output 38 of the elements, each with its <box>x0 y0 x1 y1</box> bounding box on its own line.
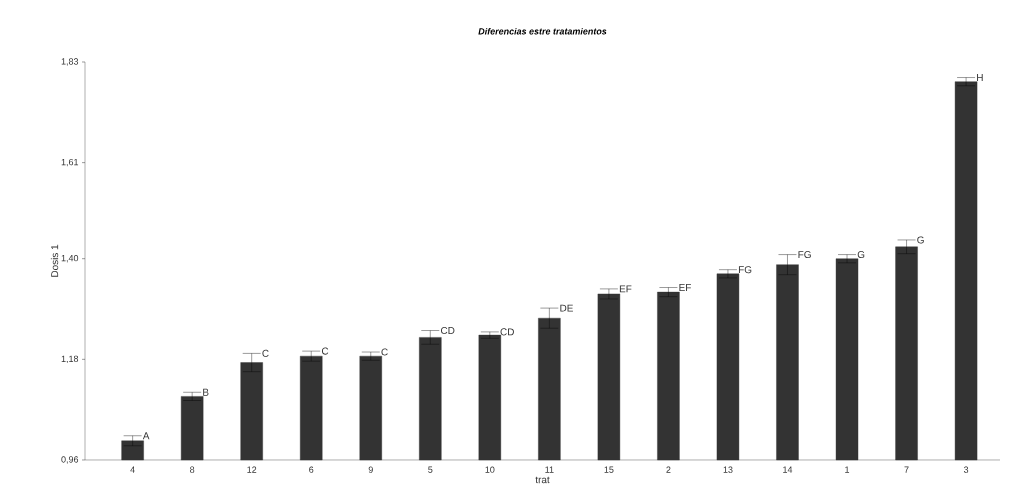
annotation: DE <box>560 304 573 312</box>
annotation: EF <box>619 285 632 293</box>
x-tick-label: 2 <box>666 466 671 473</box>
y-tick-label: 1,18 <box>61 355 79 364</box>
annotation: C <box>321 347 329 355</box>
y-tick-label: 1,83 <box>61 58 79 66</box>
x-tick-label: 15 <box>604 466 614 473</box>
x-tick-label: 13 <box>723 466 733 473</box>
annotation: CD <box>500 328 514 336</box>
x-tick-label: 1 <box>845 466 850 473</box>
annotation: FG <box>738 266 752 274</box>
x-tick-label: 3 <box>963 466 969 473</box>
annotation: EF <box>679 284 691 291</box>
chart-title: Diferencias estre tratamientos <box>478 27 607 35</box>
x-tick-label: 12 <box>247 466 257 473</box>
x-tick-label: 11 <box>545 466 554 473</box>
y-tick-label: 1,61 <box>61 158 79 167</box>
x-tick-label: 6 <box>309 466 314 473</box>
x-tick-label: 14 <box>783 466 793 473</box>
y-tick-label: 0,96 <box>61 456 79 464</box>
x-tick-label: 7 <box>904 466 909 473</box>
x-axis-title: trat <box>535 476 550 484</box>
annotation: C <box>381 348 388 356</box>
x-tick-label: 9 <box>368 466 373 473</box>
y-axis-title: Dosis 1 <box>50 244 59 277</box>
annotation: C <box>262 349 269 357</box>
annotation: CD <box>440 327 455 335</box>
annotation: G <box>857 251 865 259</box>
annotation: A <box>142 432 150 440</box>
annotation: H <box>977 74 983 81</box>
annotation: G <box>917 236 924 244</box>
x-tick-label: 8 <box>190 466 195 473</box>
annotation: B <box>203 388 209 396</box>
x-tick-label: 5 <box>428 466 433 473</box>
x-tick-label: 10 <box>485 466 495 473</box>
x-tick-label: 4 <box>130 466 135 473</box>
y-tick-label: 1,40 <box>61 254 79 263</box>
annotation: FG <box>798 251 811 259</box>
